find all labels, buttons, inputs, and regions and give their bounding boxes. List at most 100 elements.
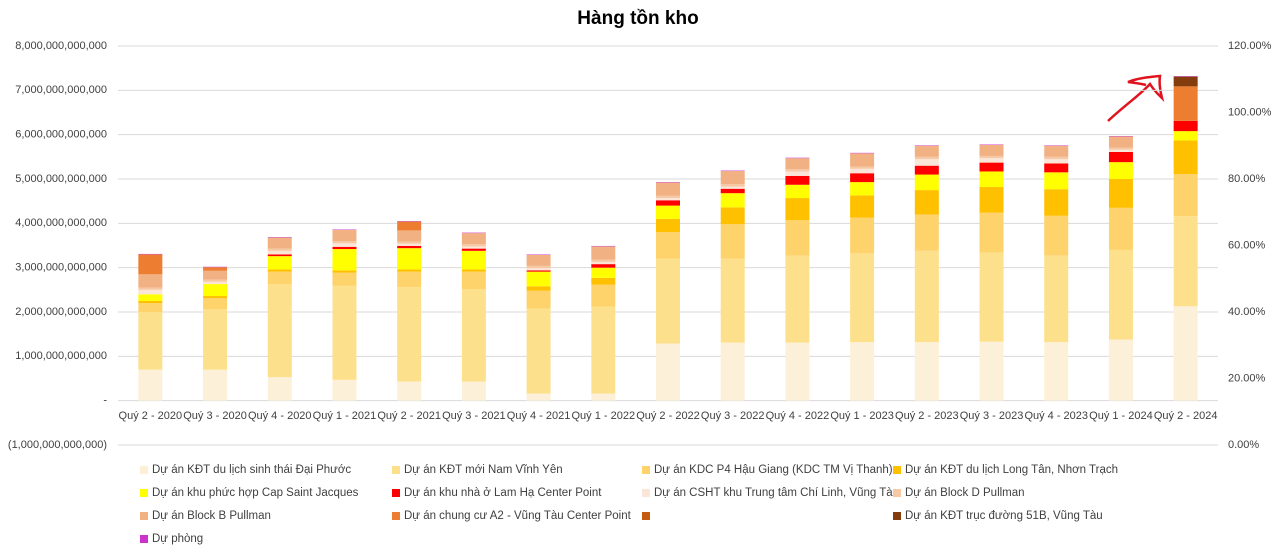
bar-segment [785, 158, 810, 170]
legend-swatch [642, 466, 650, 474]
bar-segment [720, 171, 745, 185]
bar-segment [332, 243, 357, 247]
bar-segment [850, 168, 875, 174]
y-tick-label: (1,000,000,000,000) [8, 439, 107, 451]
bar-segment [461, 271, 486, 290]
bar-segment [785, 175, 810, 185]
y2-tick-label: 60.00% [1228, 239, 1266, 251]
bar-segment [1173, 76, 1198, 87]
legend-label: Dự phòng [152, 533, 203, 545]
bar-segment [914, 174, 939, 191]
bar-segment [720, 184, 745, 187]
bar-segment [203, 369, 228, 401]
bar-segment [526, 265, 551, 269]
legend-label: Dự án KĐT trục đường 51B, Vũng Tàu [905, 510, 1103, 522]
bar-segment [1173, 131, 1198, 141]
bar-segment [720, 224, 745, 259]
bar-segment [397, 287, 422, 382]
bar-segment [461, 250, 486, 270]
bar-segment [332, 272, 357, 286]
bar-segment [1173, 174, 1198, 217]
bar-segment [785, 255, 810, 343]
legend-swatch [392, 466, 400, 474]
x-tick-label: Quý 3 - 2021 [442, 410, 506, 422]
bar-segment [656, 200, 680, 206]
bar-segment [591, 267, 616, 278]
bar-segment [1044, 163, 1069, 173]
bar-segment [1173, 306, 1198, 401]
bar-segment [138, 274, 163, 288]
x-tick-label: Quý 2 - 2024 [1154, 410, 1218, 422]
bar-segment [979, 212, 1004, 253]
bar-segment [914, 342, 939, 401]
bar-segment [785, 342, 810, 401]
bar-segment [914, 159, 939, 166]
bar-segment [267, 254, 292, 257]
x-tick-label: Quý 1 - 2021 [313, 410, 377, 422]
bar-segment [785, 220, 810, 256]
bar-segment [1108, 149, 1133, 152]
bar-segment [526, 271, 551, 287]
x-tick-label: Quý 1 - 2022 [571, 410, 635, 422]
bar-segment [591, 393, 616, 401]
bar-segment [203, 309, 228, 370]
bar-segment [1044, 159, 1069, 164]
bar-segment [1108, 147, 1133, 150]
x-tick-label: Quý 3 - 2023 [960, 410, 1024, 422]
legend-label: Dự án chung cư A2 - Vũng Tàu Center Poin… [404, 510, 632, 522]
bar-segment [203, 298, 228, 310]
bar-segment [656, 198, 680, 201]
legend-label: Dự án KDC P4 Hậu Giang (KDC TM Vị Thanh) [654, 464, 893, 476]
y-tick-label: 8,000,000,000,000 [15, 40, 107, 52]
bar-segment [1108, 249, 1133, 340]
y-tick-label: 1,000,000,000,000 [15, 350, 107, 362]
bar-segment [332, 246, 357, 250]
bar-segment [785, 184, 810, 199]
bar-segment [203, 279, 228, 282]
bar-segment [203, 267, 228, 271]
bar-segment [720, 342, 745, 401]
bar-segment [203, 284, 228, 297]
bar-segment [267, 377, 292, 401]
bar-segment [332, 270, 357, 273]
legend-swatch [642, 512, 650, 520]
y2-tick-label: 40.00% [1228, 306, 1266, 318]
legend-swatch [140, 489, 148, 497]
bar-segment [267, 269, 292, 272]
legend-label: Dự án KĐT du lịch Long Tân, Nhơn Trạch [905, 464, 1118, 476]
x-tick-label: Quý 2 - 2021 [377, 410, 441, 422]
bar-segment [267, 284, 292, 378]
bar-segment [591, 261, 616, 265]
bar-segment [138, 287, 163, 290]
bar-segment [461, 381, 486, 401]
bar-segment [526, 290, 551, 309]
bar-segment [914, 250, 939, 343]
bar-segment [850, 253, 875, 343]
bar-segment [656, 218, 680, 233]
bar-segment [656, 182, 680, 196]
bar-segment [656, 232, 680, 259]
bar-segment [1173, 120, 1198, 132]
x-tick-label: Quý 2 - 2022 [636, 410, 700, 422]
bar-segment [397, 248, 422, 270]
bar-segment [1044, 172, 1069, 190]
x-tick-label: Quý 3 - 2022 [701, 410, 765, 422]
bar-segment [850, 166, 875, 169]
legend-swatch [893, 489, 901, 497]
bar-segment [138, 289, 163, 295]
bar-segment [1108, 207, 1133, 250]
bar-segment [203, 296, 228, 299]
bar-segment [526, 270, 551, 272]
bar-segment [1173, 86, 1198, 121]
y-tick-label: 6,000,000,000,000 [15, 129, 107, 141]
legend-label: Dự án CSHT khu Trung tâm Chí Linh, Vũng … [654, 487, 899, 499]
legend-swatch [893, 512, 901, 520]
legend-label: Dự án khu phức hợp Cap Saint Jacques [152, 487, 359, 499]
bar-segment [526, 393, 551, 401]
bar-segment [979, 252, 1004, 342]
y-tick-label: 3,000,000,000,000 [15, 262, 107, 274]
x-tick-label: Quý 3 - 2020 [183, 410, 247, 422]
bar-segment [656, 195, 680, 199]
legend-swatch [140, 512, 148, 520]
bar-segment [138, 300, 163, 304]
